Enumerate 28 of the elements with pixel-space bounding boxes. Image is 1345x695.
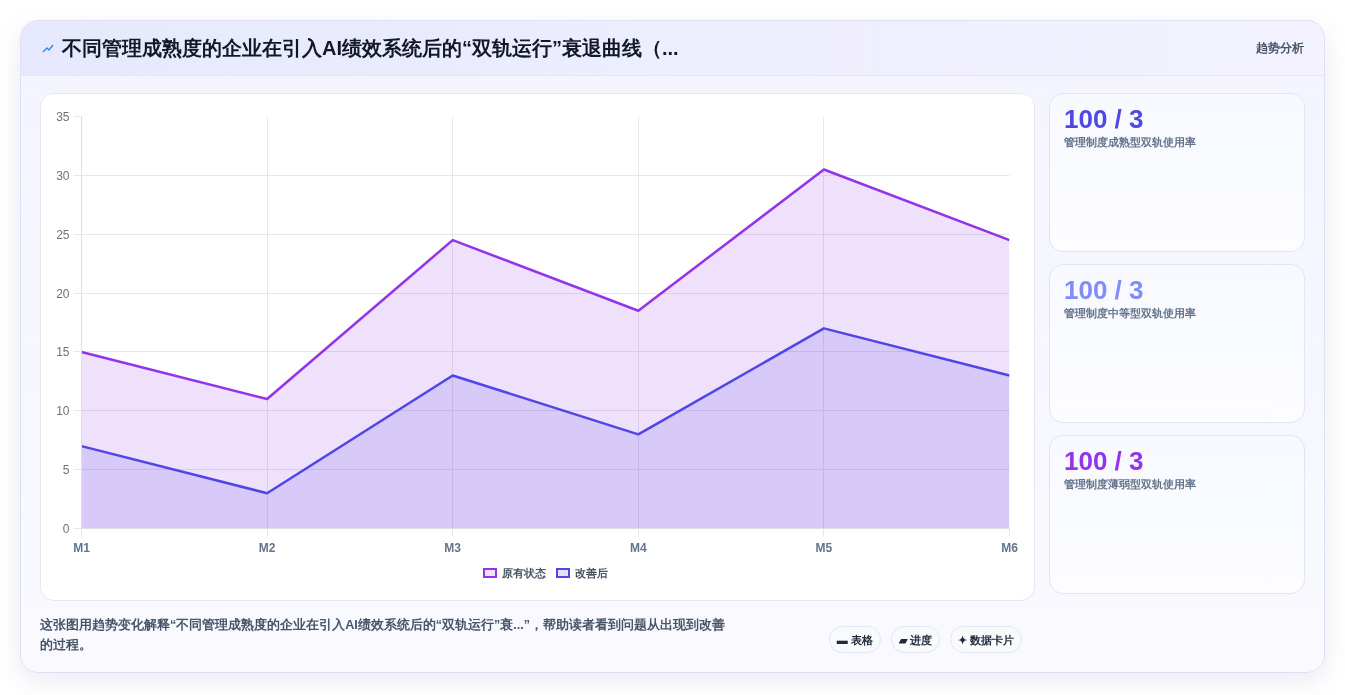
text: 这张图用趋势变化解释“不同管理成熟度的企业在引入AI绩效系统后的“双轨运行”衰...”，帮助读者看到问题从出现到改善的过程。 bbox=[40, 616, 726, 654]
text: 100 / 3 bbox=[1064, 275, 1145, 305]
text: 趋势分析 bbox=[1256, 41, 1304, 55]
y-tick-label: 10 bbox=[56, 404, 70, 419]
x-tick-label: M1 bbox=[73, 540, 91, 555]
legend-label: 改善后 bbox=[574, 566, 608, 580]
x-tick-label: M5 bbox=[815, 540, 833, 555]
y-tick-label: 15 bbox=[56, 345, 70, 360]
text: 管理制度薄弱型双轨使用率 bbox=[1064, 477, 1196, 492]
x-tick-label: M3 bbox=[444, 540, 462, 555]
x-tick-label: M6 bbox=[1001, 540, 1019, 555]
text: ▰ 进度 bbox=[890, 626, 940, 653]
chart-title: 不同管理成熟度的企业在引入AI绩效系统后的“双轨运行”衰退曲线（... bbox=[62, 36, 679, 61]
y-tick-label: 20 bbox=[56, 286, 70, 301]
y-tick-label: 25 bbox=[56, 227, 70, 242]
y-tick-label: 5 bbox=[62, 463, 70, 478]
legend-label: 原有状态 bbox=[501, 566, 546, 580]
y-tick-label: 30 bbox=[56, 168, 70, 183]
y-tick-label: 0 bbox=[62, 522, 70, 536]
y-tick-label: 35 bbox=[56, 110, 70, 124]
text: 100 / 3 bbox=[1064, 104, 1145, 134]
text: ✦ 数据卡片 bbox=[949, 626, 1022, 653]
text: 管理制度中等型双轨使用率 bbox=[1064, 306, 1196, 321]
text: 100 / 3 bbox=[1064, 446, 1145, 476]
x-tick-label: M2 bbox=[258, 540, 276, 555]
x-tick-label: M4 bbox=[629, 540, 647, 555]
text: 管理制度成熟型双轨使用率 bbox=[1064, 135, 1196, 150]
text: ▬ 表格 bbox=[828, 626, 881, 653]
